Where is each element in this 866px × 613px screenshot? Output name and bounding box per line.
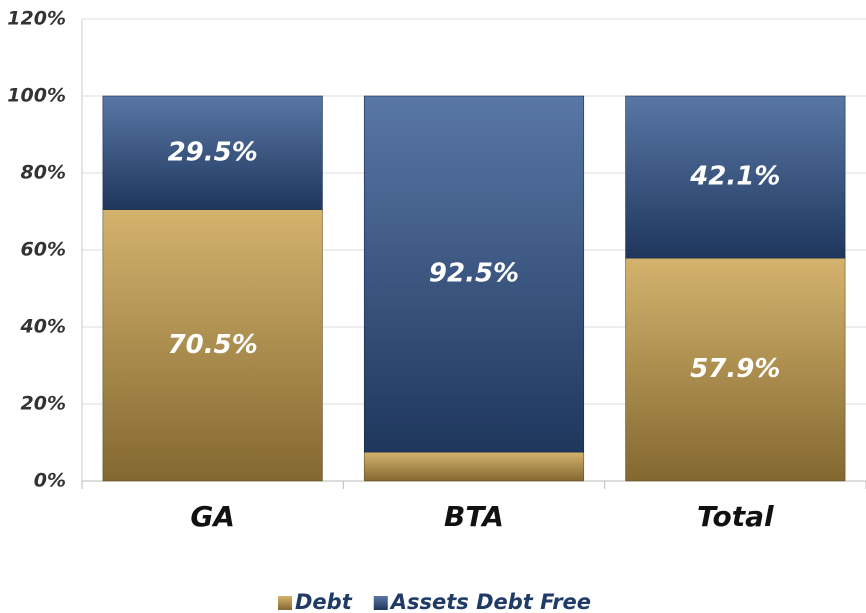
legend-swatch <box>373 596 388 610</box>
x-tick-label: Total <box>697 500 774 533</box>
bar-segment <box>625 95 846 259</box>
y-tick-label: 80% <box>21 162 66 184</box>
x-tick-label: GA <box>190 500 235 533</box>
value-label: 57.9% <box>690 354 780 384</box>
bar-segment <box>102 209 323 482</box>
y-tick-label: 20% <box>21 393 66 415</box>
value-label: 42.1% <box>689 162 780 192</box>
legend-label: Assets Debt Free <box>389 590 591 613</box>
y-tick-label: 100% <box>7 85 66 107</box>
value-label: 29.5% <box>168 137 258 167</box>
y-tick-label: 120% <box>7 8 66 30</box>
bar-segment <box>363 451 585 482</box>
value-label: 70.5% <box>168 330 258 360</box>
bar-segment <box>625 257 846 482</box>
legend-swatch <box>278 596 292 610</box>
x-tick-label: BTA <box>444 500 504 533</box>
value-label: 92.5% <box>429 259 519 289</box>
bar-segment <box>102 95 323 210</box>
y-tick-label: 40% <box>20 316 66 338</box>
legend-label: Debt <box>295 590 353 613</box>
y-tick-label: 60% <box>21 239 66 261</box>
y-tick-label: 0% <box>34 470 66 492</box>
bar-segment <box>363 95 585 453</box>
